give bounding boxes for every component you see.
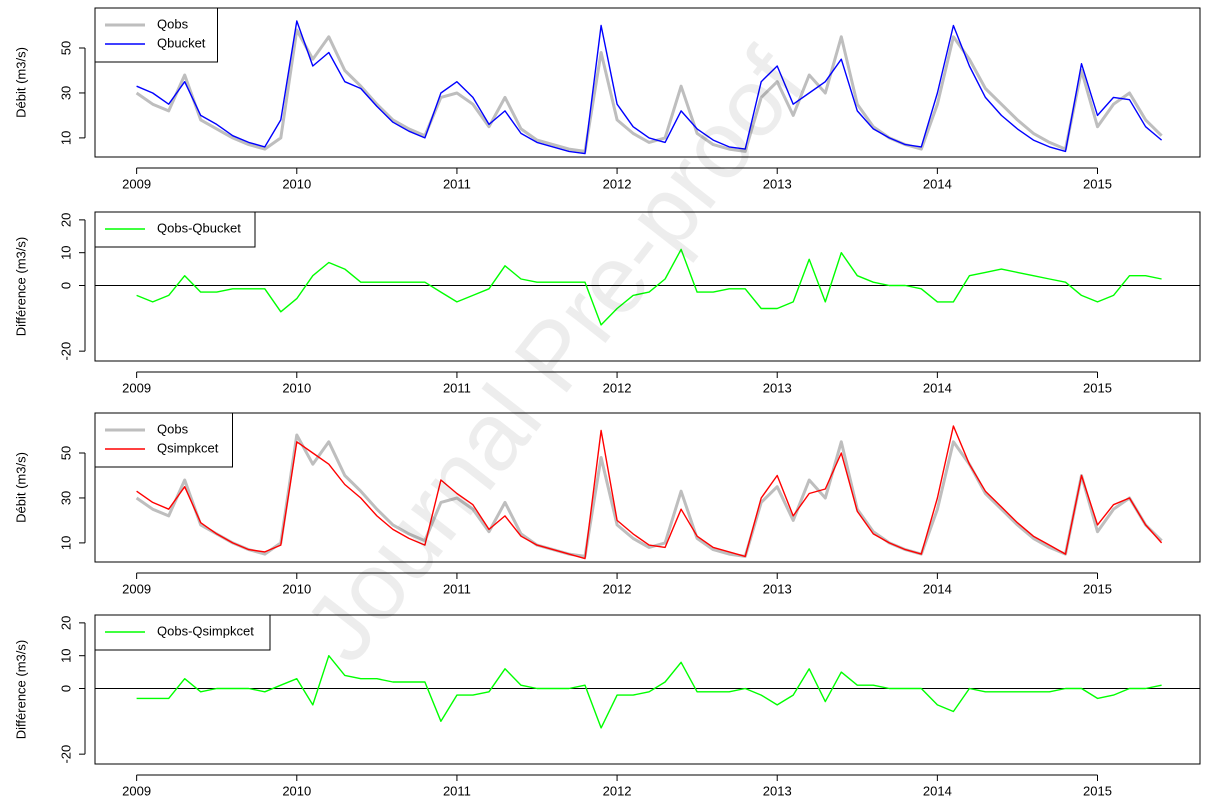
plot-frame	[94, 614, 1201, 765]
series-line	[135, 28, 1163, 153]
legend-box	[94, 412, 233, 468]
plot-frame	[94, 7, 1201, 158]
y-tick-label: -20	[58, 745, 73, 764]
y-tick-label: 10	[58, 536, 73, 550]
x-tick-label: 2012	[603, 581, 632, 596]
plot-frame	[94, 211, 1201, 362]
x-tick-label: 2009	[122, 783, 151, 798]
x-tick-label: 2013	[763, 176, 792, 191]
plots: 2009 2010 2011 2012 2013 2014 2015103050Débit …	[13, 7, 1201, 798]
y-tick-label: 0	[58, 685, 73, 692]
x-tick-label: 2014	[923, 380, 952, 395]
x-tick-label: 2015	[1083, 176, 1112, 191]
y-tick-label: 50	[58, 446, 73, 460]
x-tick-label: 2012	[603, 783, 632, 798]
x-tick-label: 2014	[923, 783, 952, 798]
y-tick-label: 50	[58, 41, 73, 55]
y-axis-title: Différence (m3/s)	[13, 640, 28, 739]
legend-label: Qobs	[157, 421, 189, 436]
x-tick-label: 2009	[122, 581, 151, 596]
series-line	[136, 248, 1162, 326]
x-tick-label: 2010	[282, 783, 311, 798]
x-tick-label: 2015	[1083, 581, 1112, 596]
x-tick-label: 2011	[443, 581, 471, 596]
y-tick-label: 10	[58, 245, 73, 259]
x-tick-label: 2012	[603, 176, 632, 191]
x-tick-label: 2013	[763, 783, 792, 798]
x-tick-label: 2011	[443, 783, 471, 798]
y-tick-label: 20	[58, 616, 73, 630]
legend-label: Qobs-Qsimpkcet	[157, 623, 254, 638]
series-line	[135, 433, 1163, 558]
x-tick-label: 2012	[603, 380, 632, 395]
legend-label: Qsimpkcet	[157, 440, 219, 455]
x-tick-label: 2009	[122, 380, 151, 395]
x-tick-label: 2010	[282, 176, 311, 191]
y-tick-label: 0	[58, 282, 73, 289]
x-tick-label: 2011	[443, 380, 471, 395]
y-axis-title: Différence (m3/s)	[13, 237, 28, 336]
x-tick-label: 2015	[1083, 783, 1112, 798]
y-tick-label: 30	[58, 491, 73, 505]
y-tick-label: 10	[58, 131, 73, 145]
x-tick-label: 2010	[282, 380, 311, 395]
legend-label: Qobs	[157, 16, 189, 31]
y-tick-label: 30	[58, 86, 73, 100]
y-tick-label: -20	[58, 342, 73, 361]
legend-label: Qbucket	[157, 35, 206, 50]
y-axis-title: Débit (m3/s)	[13, 47, 28, 118]
series-line	[136, 655, 1162, 729]
legend-box	[94, 7, 218, 63]
legend-label: Qobs-Qbucket	[157, 220, 241, 235]
y-axis-title: Débit (m3/s)	[13, 452, 28, 523]
x-tick-label: 2014	[923, 176, 952, 191]
watermark: Journal Pre-proof	[284, 30, 825, 681]
x-tick-label: 2014	[923, 581, 952, 596]
x-tick-label: 2009	[122, 176, 151, 191]
plot-frame	[94, 412, 1201, 563]
x-tick-label: 2010	[282, 581, 311, 596]
x-tick-label: 2015	[1083, 380, 1112, 395]
series-line	[136, 20, 1163, 155]
x-tick-label: 2011	[443, 176, 471, 191]
series-line	[136, 425, 1163, 560]
x-tick-label: 2013	[763, 581, 792, 596]
x-tick-label: 2013	[763, 380, 792, 395]
y-tick-label: 10	[58, 648, 73, 662]
y-tick-label: 20	[58, 213, 73, 227]
